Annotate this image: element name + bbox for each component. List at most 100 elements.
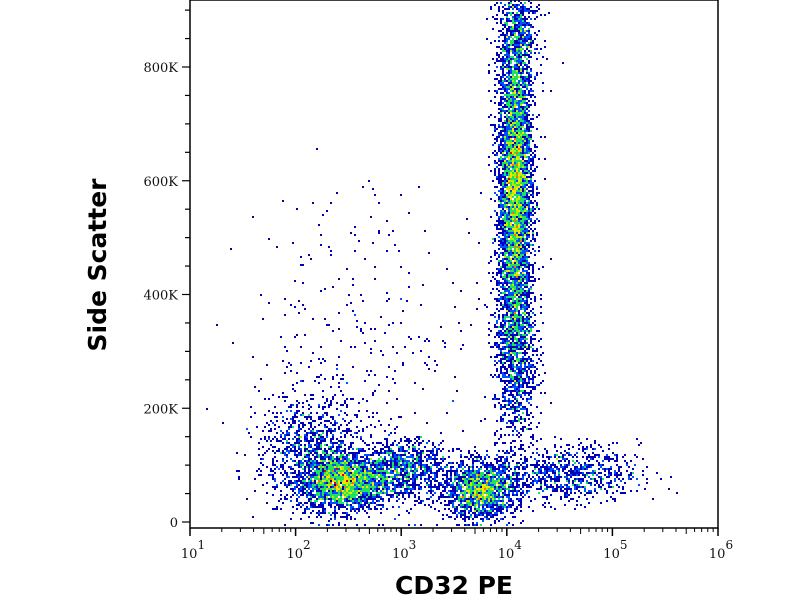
density-dot [520, 194, 522, 196]
density-dot [594, 478, 596, 480]
density-dot [332, 496, 334, 498]
density-dot [506, 38, 508, 40]
density-dot [446, 472, 448, 474]
density-dot [300, 502, 302, 504]
density-dot [320, 448, 322, 450]
density-dot [330, 502, 332, 504]
density-dot [406, 484, 408, 486]
density-dot [306, 476, 308, 478]
density-dot [526, 180, 528, 182]
density-dot [330, 438, 332, 440]
density-dot [372, 452, 374, 454]
density-dot [414, 472, 416, 474]
density-dot [356, 524, 358, 526]
density-dot [294, 464, 296, 466]
density-dot [598, 464, 600, 466]
density-dot [536, 116, 538, 118]
density-dot [560, 488, 562, 490]
density-dot [298, 470, 300, 472]
density-dot [524, 8, 526, 10]
density-dot [514, 272, 516, 274]
density-dot [306, 508, 308, 510]
density-dot [356, 452, 358, 454]
density-dot [290, 480, 292, 482]
density-dot [556, 454, 558, 456]
density-dot [522, 208, 524, 210]
density-dot [518, 66, 520, 68]
density-dot [322, 476, 324, 478]
density-dot [444, 508, 446, 510]
density-dot [460, 500, 462, 502]
density-dot [404, 464, 406, 466]
density-dot [336, 478, 338, 480]
density-dot [536, 440, 538, 442]
density-dot [512, 132, 514, 134]
density-dot [508, 156, 510, 158]
density-dot [378, 466, 380, 468]
density-dot [314, 432, 316, 434]
density-dot [346, 414, 348, 416]
density-dot [534, 262, 536, 264]
density-dot [440, 492, 442, 494]
density-dot [334, 506, 336, 508]
density-dot [282, 450, 284, 452]
density-dot [510, 36, 512, 38]
density-dot [576, 468, 578, 470]
density-dot [526, 210, 528, 212]
density-dot [510, 364, 512, 366]
density-dot [468, 474, 470, 476]
density-dot [320, 454, 322, 456]
density-dot [478, 470, 480, 472]
density-dot [382, 474, 384, 476]
density-dot [512, 482, 514, 484]
density-dot [296, 480, 298, 482]
density-dot [544, 480, 546, 482]
density-dot [362, 470, 364, 472]
density-dot [520, 246, 522, 248]
density-dot [338, 448, 340, 450]
density-dot [358, 484, 360, 486]
density-dot [446, 482, 448, 484]
density-dot [454, 494, 456, 496]
density-dot [514, 72, 516, 74]
density-dot [438, 484, 440, 486]
density-dot [524, 166, 526, 168]
density-dot [516, 246, 518, 248]
density-dot [334, 482, 336, 484]
density-dot [292, 476, 294, 478]
density-dot [302, 488, 304, 490]
density-dot [396, 466, 398, 468]
density-dot [502, 272, 504, 274]
density-dot [528, 322, 530, 324]
density-dot [398, 462, 400, 464]
density-dot [490, 256, 492, 258]
density-dot [446, 480, 448, 482]
density-dot [530, 186, 532, 188]
density-dot [508, 486, 510, 488]
density-dot [308, 444, 310, 446]
density-dot [506, 204, 508, 206]
density-dot [342, 486, 344, 488]
density-dot [330, 480, 332, 482]
density-dot [340, 494, 342, 496]
density-dot [356, 414, 358, 416]
density-dot [522, 44, 524, 46]
density-dot [300, 506, 302, 508]
density-dot [306, 450, 308, 452]
density-dot [476, 496, 478, 498]
density-dot [348, 488, 350, 490]
density-dot [368, 498, 370, 500]
density-dot [508, 522, 510, 524]
density-dot [488, 490, 490, 492]
density-dot [408, 440, 410, 442]
density-dot [498, 482, 500, 484]
density-dot [498, 490, 500, 492]
density-dot [372, 412, 374, 414]
density-dot [526, 156, 528, 158]
density-dot [414, 458, 416, 460]
density-dot [584, 448, 586, 450]
density-dot [492, 488, 494, 490]
density-dot [582, 472, 584, 474]
density-dot [466, 488, 468, 490]
density-dot [494, 480, 496, 482]
